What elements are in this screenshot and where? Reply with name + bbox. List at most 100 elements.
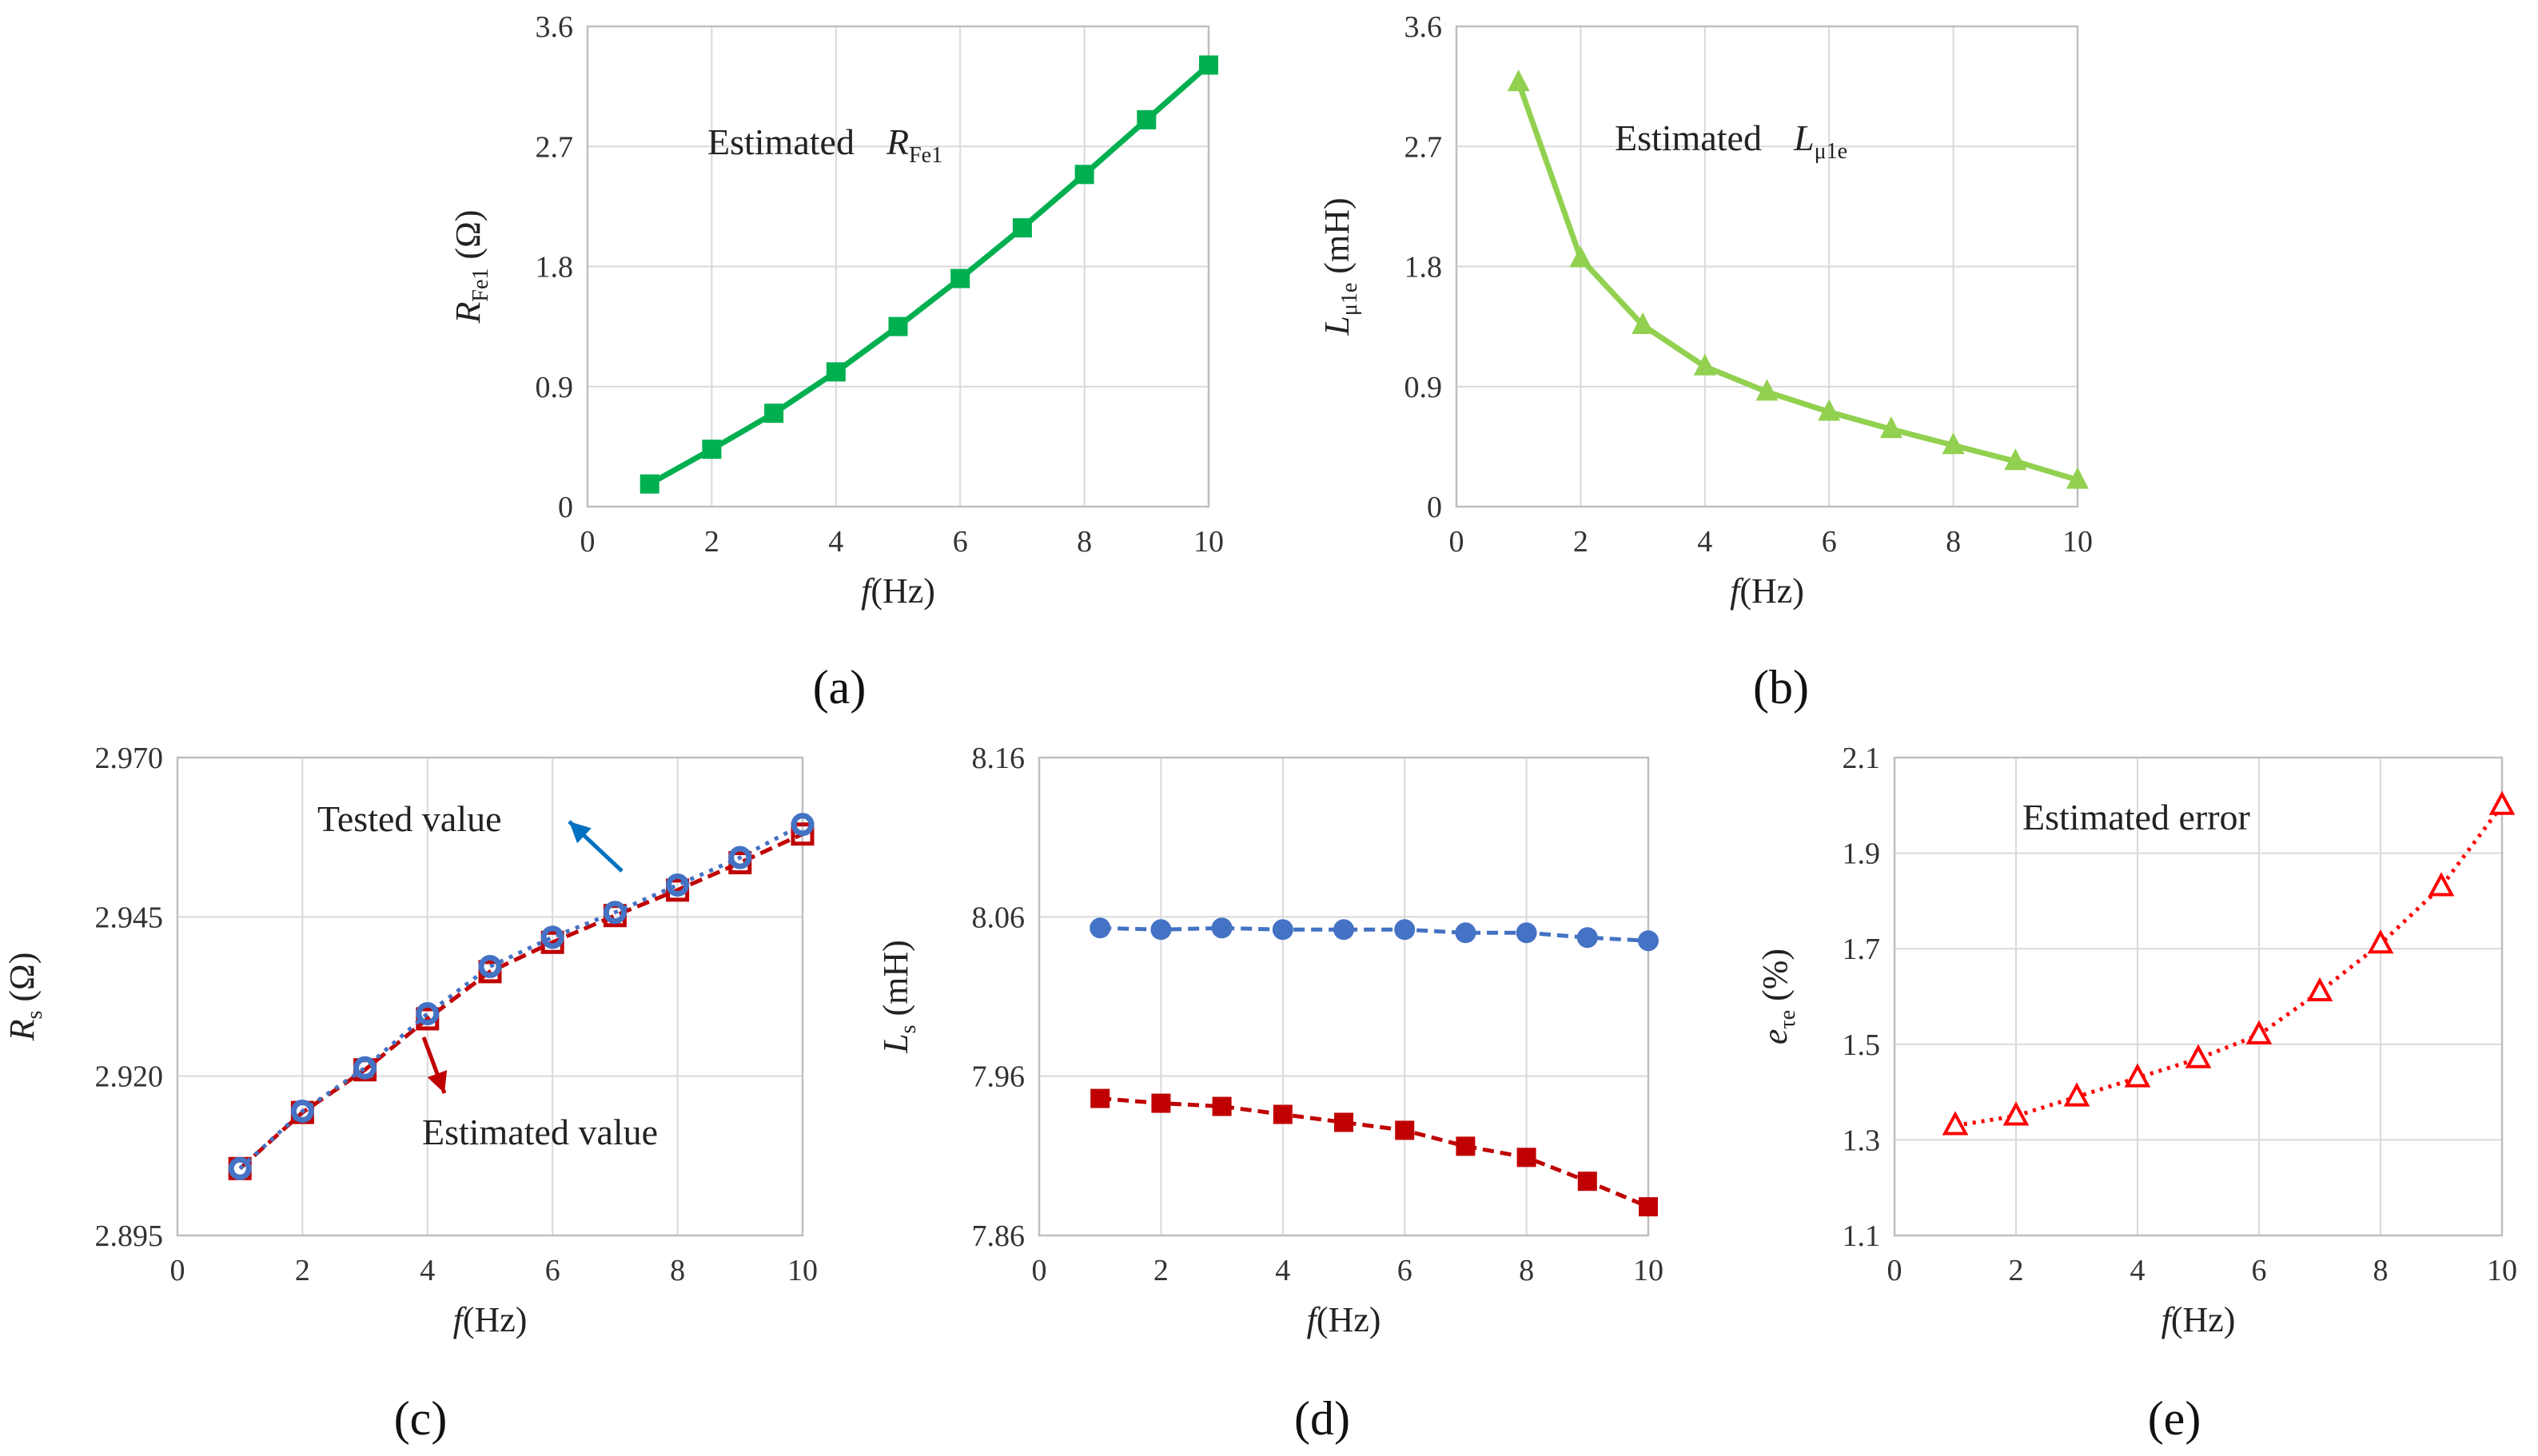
data-point	[1211, 917, 1233, 939]
x-tick-label: 6	[2252, 1254, 2267, 1287]
data-point	[2004, 448, 2027, 471]
data-point	[1516, 922, 1537, 944]
data-point	[1273, 1104, 1293, 1124]
data-point	[2488, 790, 2516, 815]
x-axis-label-unit: (Hz)	[871, 571, 935, 611]
chart-panel-c: 0 2 4 6 8 10 2.895 2.920 2.945 2.970 Rs (Ω) f(Hz) (c…	[2, 742, 818, 1445]
data-point	[1638, 930, 1659, 952]
data-point	[1569, 245, 1592, 268]
data-point	[1693, 353, 1716, 376]
series-0	[1507, 70, 2089, 489]
y-axis-label: RFe1 (Ω)	[448, 210, 493, 324]
x-tick-label: 8	[1519, 1254, 1534, 1287]
y-axis-label-symbol: R	[2, 1019, 42, 1041]
y-axis-label-subscript: Fe1	[468, 269, 493, 302]
series-line	[1100, 925, 1649, 943]
annotation-symbol: L	[1793, 117, 1815, 158]
y-tick-label: 2.7	[1404, 130, 1443, 164]
arrow-tested	[568, 820, 624, 873]
arrow-head	[569, 821, 592, 844]
data-point	[228, 1156, 252, 1180]
y-tick-label: 2.7	[536, 130, 574, 164]
y-tick-label: 1.9	[1843, 837, 1881, 871]
data-point	[1394, 919, 1416, 941]
x-tick-label: 2	[1153, 1254, 1169, 1287]
y-tick-label: 0	[558, 491, 573, 524]
y-tick-label: 1.8	[536, 251, 574, 284]
data-point	[1879, 416, 1903, 439]
x-tick-label: 6	[953, 525, 968, 559]
series-line	[238, 832, 804, 1171]
x-axis-label-unit: (Hz)	[2171, 1300, 2236, 1339]
data-point	[826, 362, 846, 382]
y-tick-label: 2.895	[95, 1219, 164, 1253]
data-point	[2124, 1063, 2151, 1088]
chart-panel-b: 0 2 4 6 8 10 0 0.9 1.8 2.7 3.6 Lμ1e (mH) f(Hz) (b) Est…	[1317, 10, 2093, 714]
series-0	[1090, 917, 1659, 952]
x-axis-label-unit: (Hz)	[1317, 1300, 1381, 1339]
data-point	[1150, 919, 1172, 941]
y-axis-label: Lμ1e (mH)	[1317, 197, 1362, 336]
data-point	[1090, 1088, 1110, 1108]
annotation: Estimated RFe1	[707, 121, 942, 168]
annotation-subscript: μ1e	[1815, 139, 1847, 164]
plot-frame	[1038, 756, 1650, 1237]
series-1	[228, 813, 815, 1180]
y-axis-label-symbol: L	[876, 1033, 915, 1053]
x-tick-label: 0	[1449, 525, 1464, 559]
series-line	[1516, 81, 2079, 483]
x-axis-label: f(Hz)	[453, 1300, 528, 1339]
x-tick-label: 4	[1697, 525, 1712, 559]
x-tick-label: 0	[170, 1254, 185, 1287]
series-1	[1090, 1088, 1658, 1217]
chart-panel-d: 0 2 4 6 8 10 7.86 7.96 8.06 8.16 Ls (mH) f(Hz) (d)	[876, 742, 1663, 1445]
series-line	[1100, 1096, 1649, 1209]
y-axis-label-symbol: L	[1317, 316, 1357, 336]
data-point	[2306, 977, 2333, 1002]
data-point	[2063, 1082, 2090, 1107]
x-axis-label-unit: (Hz)	[463, 1300, 528, 1339]
data-point	[764, 404, 784, 424]
x-tick-label: 10	[2487, 1254, 2517, 1287]
y-tick-label: 0	[1427, 491, 1442, 524]
x-tick-label: 8	[2373, 1254, 2389, 1287]
y-tick-label: 1.1	[1843, 1219, 1881, 1253]
data-point	[728, 845, 752, 869]
x-tick-label: 0	[580, 525, 596, 559]
x-tick-label: 8	[1077, 525, 1092, 559]
x-tick-label: 4	[2130, 1254, 2146, 1287]
arrow-estimated	[421, 1036, 448, 1094]
y-axis-label-subscript: s	[22, 1011, 47, 1020]
data-point	[540, 925, 564, 949]
y-tick-label: 1.8	[1404, 251, 1443, 284]
y-tick-label: 3.6	[536, 10, 574, 44]
series-line	[647, 62, 1211, 487]
data-point	[1074, 165, 1094, 185]
chart-panel-e: 0 2 4 6 8 10 1.1 1.3 1.5 1.7 1.9 2.1 eτe (%) f(Hz) (e)…	[1755, 742, 2517, 1445]
data-point	[1272, 919, 1293, 941]
x-tick-label: 10	[787, 1254, 818, 1287]
x-tick-label: 6	[1397, 1254, 1412, 1287]
y-axis-label-subscript: μ1e	[1337, 283, 1362, 316]
y-tick-label: 0.9	[536, 371, 574, 404]
data-point	[2367, 929, 2394, 954]
x-tick-label: 8	[670, 1254, 685, 1287]
data-point	[478, 955, 502, 979]
y-axis-label-unit: (%)	[1755, 949, 1795, 1010]
data-point	[2245, 1020, 2273, 1044]
x-tick-label: 4	[420, 1254, 435, 1287]
annotation-text: Estimated	[707, 121, 855, 162]
y-tick-label: 2.970	[95, 742, 164, 775]
x-tick-label: 0	[1032, 1254, 1047, 1287]
panel-label: (d)	[1294, 1392, 1350, 1445]
y-tick-label: 2.920	[95, 1060, 164, 1094]
y-tick-label: 7.86	[972, 1219, 1026, 1253]
x-tick-label: 10	[1633, 1254, 1663, 1287]
data-point	[950, 269, 970, 288]
data-point	[1516, 1148, 1536, 1168]
data-point	[702, 440, 722, 459]
x-tick-label: 2	[704, 525, 719, 559]
gridlines	[587, 26, 1209, 507]
data-point	[353, 1056, 377, 1080]
